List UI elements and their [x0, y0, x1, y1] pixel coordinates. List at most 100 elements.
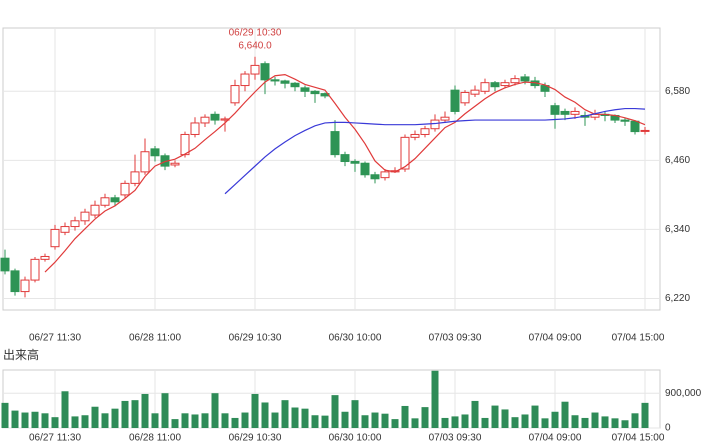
candle-body [100, 197, 110, 206]
candle-body [510, 78, 520, 84]
candle-body [410, 133, 420, 138]
candle-body [640, 129, 650, 132]
candle-body [20, 279, 30, 293]
volume-bar [341, 411, 349, 428]
volume-bar [571, 415, 579, 428]
x-tick-label: 07/04 09:00 [529, 333, 582, 344]
volume-bar [161, 393, 169, 428]
candle-body [360, 162, 370, 176]
candle-body [350, 161, 360, 164]
volume-bar [441, 417, 449, 428]
candle-body [500, 82, 510, 87]
price-panel [2, 27, 661, 311]
y-tick-label: 900,000 [665, 388, 702, 399]
volume-bar [201, 413, 209, 428]
y-tick-label: 6,460 [665, 155, 690, 166]
candle-body [290, 82, 300, 88]
x-tick-label: 06/29 10:30 [229, 433, 282, 444]
volume-bar [611, 418, 619, 428]
volume-bar [111, 408, 119, 428]
volume-bar [451, 416, 459, 428]
volume-bar [181, 413, 189, 428]
volume-bar [251, 393, 259, 428]
volume-bar [491, 405, 499, 428]
x-tick-label: 07/04 09:00 [529, 433, 582, 444]
candle-body [470, 89, 480, 95]
candle-body [10, 270, 20, 293]
candle-body [140, 151, 150, 173]
candle-body [170, 162, 180, 166]
volume-bar [261, 402, 269, 428]
volume-bar [541, 418, 549, 428]
candle-body [40, 255, 50, 260]
candle-body [490, 82, 500, 88]
annotation-date: 06/29 10:30 [229, 27, 282, 38]
volume-bar [61, 391, 69, 428]
volume-bar [641, 402, 649, 428]
volume-bar [191, 414, 199, 428]
volume-bar [71, 416, 79, 428]
volume-bar [141, 393, 149, 428]
volume-bar [11, 410, 19, 428]
candle-body [620, 119, 630, 122]
moving-average [44, 74, 646, 273]
volume-bar [301, 408, 309, 428]
volume-bar [51, 417, 59, 428]
candle-body [550, 105, 560, 115]
candle-body [0, 257, 10, 272]
volume-bar [271, 412, 279, 428]
candle-body [90, 204, 100, 216]
x-tick-label: 07/04 15:00 [612, 433, 665, 444]
candle-body [440, 116, 450, 121]
volume-bar [601, 416, 609, 428]
candle-body [110, 197, 120, 203]
candle-body [370, 174, 380, 180]
volume-bar [531, 405, 539, 428]
volume-bar [391, 419, 399, 428]
volume-bar [241, 412, 249, 428]
volume-bar [291, 407, 299, 428]
candle-body [30, 258, 40, 281]
volume-bar [211, 393, 219, 428]
volume-bar [481, 417, 489, 428]
volume-bar [311, 415, 319, 428]
x-tick-label: 06/30 10:00 [329, 333, 382, 344]
volume-bar [551, 411, 559, 428]
x-tick-label: 06/28 11:00 [129, 333, 182, 344]
candle-body [420, 128, 430, 135]
candle-body [260, 63, 270, 81]
candle-body [190, 122, 200, 135]
y-tick-label: 6,340 [665, 224, 690, 235]
candle-body [570, 110, 580, 115]
candle-body [240, 73, 250, 87]
volume-bar [471, 400, 479, 428]
candle-body [330, 131, 340, 156]
volume-bar [321, 415, 329, 428]
volume-bar [591, 412, 599, 428]
candle-body [630, 120, 640, 133]
y-tick-label: 6,580 [665, 86, 690, 97]
y-tick-label: 6,220 [665, 293, 690, 304]
volume-bar [511, 417, 519, 428]
candle-body [130, 171, 140, 184]
volume-bar [21, 412, 29, 428]
volume-bar [131, 400, 139, 428]
candle-body [560, 110, 570, 115]
volume-bar [31, 411, 39, 428]
candle-body [380, 171, 390, 179]
volume-bar [151, 413, 159, 428]
candle-body [60, 226, 70, 233]
volume-bar [281, 400, 289, 428]
candle-body [480, 82, 490, 92]
candle-body [150, 148, 160, 157]
volume-bar [91, 406, 99, 428]
volume-bar [171, 419, 179, 428]
candle-body [210, 113, 220, 121]
x-tick-label: 07/03 09:30 [429, 433, 482, 444]
candle-body [200, 116, 210, 124]
x-tick-label: 07/03 09:30 [429, 333, 482, 344]
annotation-value: 6,640.0 [238, 40, 272, 51]
volume-bar [431, 370, 439, 428]
candle-body [340, 154, 350, 163]
